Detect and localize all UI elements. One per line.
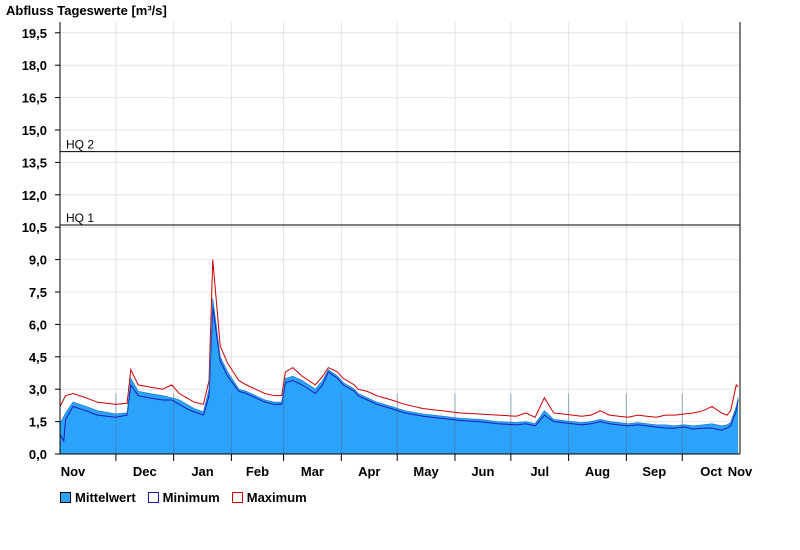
y-tick-label-0: 0,0 — [29, 447, 47, 462]
legend-label-maximum: Maximum — [246, 490, 307, 505]
chart-title: Abfluss Tageswerte [m³/s] — [6, 3, 167, 18]
x-tick-label-0: Nov — [61, 464, 86, 479]
x-tick-labels: Nov Dec Jan Feb Mar Apr May Jun Jul Aug Sep Oct Nov — [61, 464, 753, 479]
y-tick-label-6: 9,0 — [29, 253, 47, 268]
series-lines — [59, 259, 739, 443]
x-tick-label-8: Jul — [530, 464, 549, 479]
y-tick-label-3: 4,5 — [29, 350, 47, 365]
y-tick-label-9: 13,5 — [22, 155, 47, 170]
series-mittelwert-line — [59, 298, 739, 427]
x-tick-label-7: Jun — [471, 464, 494, 479]
grid — [60, 22, 740, 454]
legend-label-minimum: Minimum — [162, 490, 220, 505]
reference-line-label-1: HQ 2 — [66, 138, 94, 152]
x-tick-label-9: Aug — [585, 464, 610, 479]
y-tick-label-8: 12,0 — [22, 188, 47, 203]
legend-item-minimum: Minimum — [147, 490, 220, 505]
y-tick-label-12: 18,0 — [22, 58, 47, 73]
legend-item-maximum: Maximum — [231, 490, 307, 505]
legend-item-mittelwert: Mittelwert — [60, 490, 136, 505]
reference-lines: HQ 1 HQ 2 — [60, 138, 740, 226]
y-tick-label-1: 1,5 — [29, 415, 47, 430]
series-mittelwert-area — [60, 298, 739, 454]
y-tick-label-10: 15,0 — [22, 123, 47, 138]
y-tick-labels: 0,0 1,5 3,0 4,5 6,0 7,5 9,0 10,5 12,0 13,5 15,0 16,… — [22, 26, 47, 462]
axes — [55, 22, 741, 461]
x-tick-label-12: Nov — [728, 464, 753, 479]
y-tick-label-7: 10,5 — [22, 220, 47, 235]
x-tick-label-5: Apr — [358, 464, 380, 479]
y-tick-label-13: 19,5 — [22, 26, 47, 41]
series-minimum-line — [59, 307, 739, 443]
y-tick-label-11: 16,5 — [22, 91, 47, 106]
x-tick-label-10: Sep — [642, 464, 666, 479]
x-tick-label-1: Dec — [133, 464, 157, 479]
legend-swatch-mittelwert — [60, 492, 71, 503]
legend-swatch-maximum — [231, 492, 243, 503]
reference-line-label-0: HQ 1 — [66, 211, 94, 225]
x-tick-label-11: Oct — [700, 464, 722, 479]
legend: Mittelwert Minimum Maximum — [60, 490, 307, 505]
x-tick-label-4: Mar — [301, 464, 324, 479]
series-area — [60, 298, 739, 454]
x-tick-label-3: Feb — [246, 464, 269, 479]
y-tick-label-4: 6,0 — [29, 317, 47, 332]
series-maximum-line — [59, 259, 739, 418]
legend-swatch-minimum — [147, 492, 159, 503]
x-tick-label-6: May — [413, 464, 439, 479]
y-tick-label-5: 7,5 — [29, 285, 47, 300]
y-tick-label-2: 3,0 — [29, 382, 47, 397]
x-tick-label-2: Jan — [191, 464, 213, 479]
legend-label-mittelwert: Mittelwert — [75, 490, 136, 505]
